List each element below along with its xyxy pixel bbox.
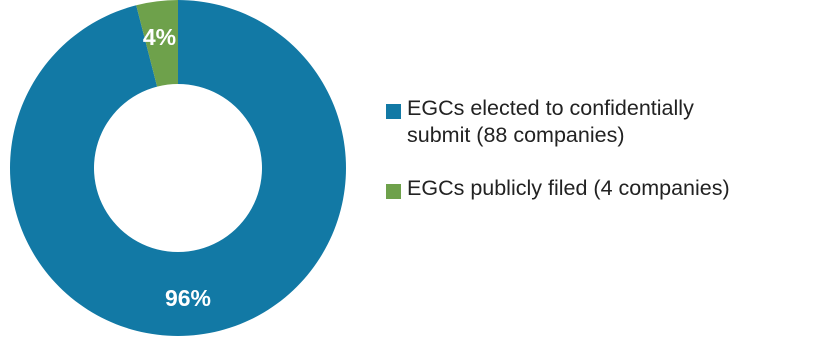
legend-item-public: EGCs publicly filed (4 companies) xyxy=(386,175,838,202)
legend-label-confidential: EGCs elected to confidentially submit (8… xyxy=(407,96,694,147)
legend-label-public: EGCs publicly filed (4 companies) xyxy=(407,176,730,200)
chart-legend: EGCs elected to confidentially submit (8… xyxy=(386,95,838,228)
donut-slice-confidential xyxy=(10,0,346,336)
legend-swatch-public xyxy=(386,184,401,199)
slice-label-confidential: 96% xyxy=(165,285,211,311)
legend-item-confidential: EGCs elected to confidentially submit (8… xyxy=(386,95,838,149)
donut-slice-public xyxy=(136,0,178,87)
slice-label-public: 4% xyxy=(143,24,176,50)
legend-swatch-confidential xyxy=(386,104,401,119)
donut-chart: 96% 4% xyxy=(10,0,346,336)
